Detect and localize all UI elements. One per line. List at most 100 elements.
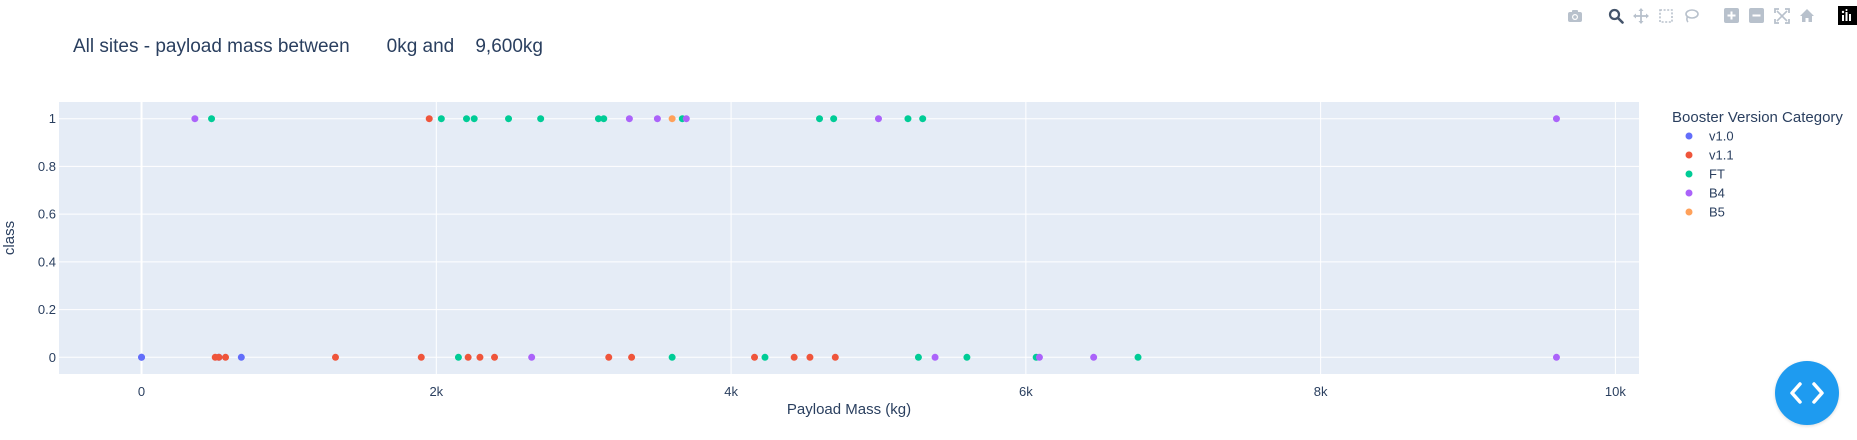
data-point-ft[interactable] — [594, 115, 602, 123]
data-point-b4[interactable] — [1035, 353, 1043, 361]
modebar — [1565, 6, 1857, 25]
data-point-b4[interactable] — [625, 115, 633, 123]
data-point-ft[interactable] — [904, 115, 912, 123]
data-point-v1-1[interactable] — [417, 353, 425, 361]
zoom-out-button[interactable] — [1747, 6, 1766, 25]
data-point-ft[interactable] — [537, 115, 545, 123]
data-point-ft[interactable] — [470, 115, 478, 123]
data-point-v1-1[interactable] — [751, 353, 759, 361]
data-point-ft[interactable] — [919, 115, 927, 123]
data-point-ft[interactable] — [668, 353, 676, 361]
data-point-ft[interactable] — [437, 115, 445, 123]
x-tick-label: 4k — [724, 384, 738, 399]
autoscale-button[interactable] — [1772, 6, 1791, 25]
home-icon — [1799, 9, 1814, 22]
zoom-icon — [1608, 8, 1624, 24]
y-tick-label: 0.4 — [38, 254, 56, 269]
data-point-v1-1[interactable] — [215, 353, 223, 361]
data-point-v1-1[interactable] — [476, 353, 484, 361]
data-point-v1-0[interactable] — [237, 353, 245, 361]
x-tick-label: 10k — [1605, 384, 1626, 399]
data-point-v1-0[interactable] — [138, 353, 146, 361]
legend-item-b4[interactable]: B4 — [1685, 186, 1725, 201]
data-point-ft[interactable] — [1134, 353, 1142, 361]
data-point-b5[interactable] — [668, 115, 676, 123]
legend-item-v1-1[interactable]: v1.1 — [1685, 148, 1734, 163]
data-point-ft[interactable] — [830, 115, 838, 123]
data-point-v1-1[interactable] — [806, 353, 814, 361]
legend-marker — [1685, 132, 1693, 140]
code-brackets-icon — [1790, 382, 1824, 404]
data-point-v1-1[interactable] — [628, 353, 636, 361]
data-point-ft[interactable] — [600, 115, 608, 123]
y-tick-label: 1 — [49, 111, 56, 126]
legend-label: FT — [1709, 167, 1725, 182]
code-toggle-button[interactable] — [1775, 361, 1839, 425]
data-point-v1-1[interactable] — [790, 353, 798, 361]
y-tick-label: 0.2 — [38, 302, 56, 317]
data-point-v1-1[interactable] — [605, 353, 613, 361]
data-point-b4[interactable] — [874, 115, 882, 123]
legend-item-b5[interactable]: B5 — [1685, 205, 1725, 220]
x-axis-label: Payload Mass (kg) — [787, 401, 911, 418]
data-point-b4[interactable] — [1552, 353, 1560, 361]
autoscale-icon — [1773, 7, 1790, 24]
data-point-b4[interactable] — [1090, 353, 1098, 361]
data-point-v1-1[interactable] — [425, 115, 433, 123]
legend-item-ft[interactable]: FT — [1685, 167, 1725, 182]
y-tick-label: 0.6 — [38, 207, 56, 222]
data-point-ft[interactable] — [816, 115, 824, 123]
plotly-logo-icon — [1841, 9, 1851, 21]
legend-item-v1-0[interactable]: v1.0 — [1685, 129, 1734, 144]
data-point-ft[interactable] — [761, 353, 769, 361]
data-point-ft[interactable] — [505, 115, 513, 123]
data-point-b4[interactable] — [682, 115, 690, 123]
x-tick-label: 8k — [1314, 384, 1328, 399]
zoom-out-icon — [1749, 8, 1764, 23]
pan-icon — [1632, 7, 1649, 24]
zoom-button[interactable] — [1606, 6, 1625, 25]
data-point-ft[interactable] — [208, 115, 216, 123]
x-tick-label: 0 — [138, 384, 145, 399]
data-point-ft[interactable] — [914, 353, 922, 361]
plot-area[interactable] — [59, 102, 1639, 374]
reset-axes-button[interactable] — [1797, 6, 1816, 25]
lasso-select-button[interactable] — [1681, 6, 1700, 25]
download-plot-button[interactable] — [1565, 6, 1584, 25]
legend-label: v1.0 — [1709, 129, 1734, 144]
data-point-b4[interactable] — [191, 115, 199, 123]
zoom-in-icon — [1724, 8, 1739, 23]
y-tick-label: 0.8 — [38, 159, 56, 174]
data-point-ft[interactable] — [963, 353, 971, 361]
box-select-button[interactable] — [1656, 6, 1675, 25]
data-point-ft[interactable] — [454, 353, 462, 361]
data-point-v1-1[interactable] — [222, 353, 230, 361]
data-point-v1-1[interactable] — [491, 353, 499, 361]
chart-title: All sites - payload mass between 0kg and… — [73, 36, 543, 57]
legend-label: B5 — [1709, 205, 1725, 220]
data-point-v1-1[interactable] — [464, 353, 472, 361]
data-point-v1-1[interactable] — [831, 353, 839, 361]
x-tick-label: 2k — [429, 384, 443, 399]
data-point-v1-1[interactable] — [332, 353, 339, 361]
data-point-b4[interactable] — [653, 115, 661, 123]
y-axis-label: class — [1, 221, 18, 255]
data-point-b4[interactable] — [931, 353, 939, 361]
plotly-logo[interactable] — [1838, 6, 1857, 25]
legend-label: v1.1 — [1709, 148, 1734, 163]
lasso-select-icon — [1684, 8, 1699, 23]
box-select-icon — [1658, 8, 1673, 23]
legend-title: Booster Version Category — [1672, 109, 1843, 126]
camera-icon — [1567, 9, 1582, 22]
legend-marker — [1685, 151, 1693, 159]
legend-marker — [1685, 189, 1693, 197]
zoom-in-button[interactable] — [1722, 6, 1741, 25]
data-point-b4[interactable] — [1552, 115, 1560, 123]
x-tick-label: 6k — [1019, 384, 1033, 399]
data-point-b4[interactable] — [528, 353, 536, 361]
data-point-ft[interactable] — [463, 115, 471, 123]
legend-marker — [1685, 208, 1693, 216]
pan-button[interactable] — [1631, 6, 1650, 25]
y-tick-label: 0 — [49, 350, 56, 365]
